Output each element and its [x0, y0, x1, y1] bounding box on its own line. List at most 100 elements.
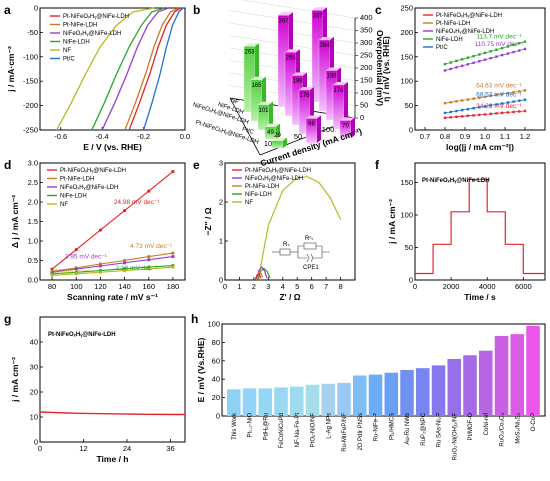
bar-value-label: 49	[267, 130, 274, 136]
legend-entry: NiFeOₓHᵧ@NiFe-LDH	[63, 31, 121, 37]
circuit-wire	[297, 245, 330, 259]
y-tick-label: 2	[219, 198, 223, 207]
panel-label-g: g	[4, 312, 11, 326]
y-tick-label: 0	[409, 126, 413, 135]
x-tick-label: 2000	[443, 282, 460, 291]
tafel-point	[449, 61, 452, 64]
series-line	[52, 256, 173, 273]
comparison-bar	[242, 388, 257, 416]
tafel-point	[455, 66, 458, 69]
data-point	[147, 255, 151, 259]
category-label: PdHₓ@Ru	[263, 413, 269, 440]
x-tick-label: 2	[252, 282, 256, 291]
tafel-point	[523, 98, 527, 101]
y-tick-label: -100	[23, 52, 38, 61]
x-tick-label: 7	[324, 282, 328, 291]
comparison-bar	[494, 335, 509, 416]
panel-e-chart: 0 1 2 3 4 5 6 7 8 0 1 2 3 Z' / Ω −Z'' / Ω Pt-NiFeOₓHᵧ@N…	[203, 159, 356, 302]
y-tick-label: 1.5	[28, 217, 38, 226]
series-line	[39, 411, 186, 416]
y-tick-label: 3	[219, 159, 223, 168]
bar-top	[278, 12, 293, 16]
tafel-point	[472, 114, 475, 117]
slope-label: 2.18 mV dec⁻¹	[116, 265, 159, 272]
category-label: Pt/C	[241, 127, 255, 137]
panel-label-d: d	[4, 158, 11, 172]
series-line	[91, 7, 165, 131]
bar-top	[319, 37, 334, 40]
series-line	[142, 7, 184, 131]
tafel-point	[523, 40, 527, 43]
comparison-bar	[274, 387, 288, 416]
data-point	[171, 251, 175, 255]
tafel-point	[495, 103, 498, 106]
data-point	[171, 255, 175, 259]
legend-entry: Pt-NiFe-LDH	[436, 21, 470, 27]
category-label: L-Ag NPs	[326, 413, 332, 439]
x-tick-label: 0	[223, 282, 227, 291]
y-tick-label: 80	[212, 338, 220, 347]
bar-value-label: 367	[312, 13, 323, 19]
x-tick-label: -0.6	[54, 132, 67, 141]
x-axis-label: Z' / Ω	[279, 292, 300, 302]
tafel-point	[500, 92, 504, 96]
tafel-point	[495, 112, 498, 115]
x-tick-label: 36	[166, 444, 174, 453]
category-label: Pt₁/HMCS	[389, 413, 395, 440]
tafel-point	[466, 98, 470, 101]
category-label: 2D PdIr PNSs	[358, 413, 364, 450]
legend-entry: NF	[60, 202, 68, 208]
tafel-point	[523, 109, 527, 113]
bar-value-label: 263	[244, 49, 255, 55]
data-point	[122, 258, 127, 263]
data-point	[122, 208, 127, 213]
x-axis-label: Scanning rate / mV s⁻¹	[67, 292, 158, 302]
legend-entry: NiFe-LDH	[60, 194, 87, 200]
y-tick-label: 100	[400, 77, 413, 86]
series-line	[101, 7, 169, 131]
x-tick-label: 120	[94, 282, 107, 291]
y-tick-label: 1.0	[28, 237, 38, 246]
bar-top	[306, 115, 321, 119]
panel-label-c: c	[375, 3, 382, 17]
tafel-point	[460, 99, 464, 102]
bar-value-label: 176	[299, 93, 310, 99]
tafel-point	[500, 111, 504, 115]
category-label: O-CoP	[531, 413, 537, 431]
tafel-point	[443, 101, 447, 105]
legend-entry: Pt-NiFe-LDH	[60, 177, 94, 183]
tafel-point	[500, 46, 504, 50]
tafel-point	[518, 90, 521, 93]
bar-top	[292, 72, 307, 76]
tafel-point	[472, 107, 475, 110]
grid-line	[241, 0, 356, 19]
tafel-point	[506, 52, 510, 55]
tafel-point	[443, 111, 447, 115]
y-tick-label: 0.5	[28, 256, 38, 265]
series-line	[254, 273, 262, 281]
y-tick-label: 60	[212, 356, 220, 365]
x-tick-label: 6000	[515, 282, 532, 291]
bar-top	[299, 87, 314, 90]
tafel-point	[466, 114, 470, 118]
tafel-point	[449, 116, 452, 119]
x-axis-label: Time / h	[97, 454, 129, 464]
tafel-point	[455, 59, 458, 63]
category-label: Ru-MnFeP/NF	[342, 413, 348, 452]
legend-entry: NiFeOₓHᵧ@NiFe-LDH	[436, 29, 494, 35]
tafel-point	[518, 42, 521, 45]
bar-value-label: 255	[285, 55, 296, 61]
legend-entry: Pt-NiFeOₓHᵧ@NiFe-LDH	[245, 168, 311, 174]
y-tick-label: 50	[405, 101, 413, 110]
tafel-point	[495, 48, 498, 51]
series-line	[124, 7, 180, 131]
bar-top	[258, 101, 273, 105]
data-point	[98, 264, 103, 268]
data-point	[74, 272, 78, 276]
z-tick-label: 200	[360, 63, 373, 72]
tafel-point	[466, 107, 470, 111]
circuit-label-rct: Rᶜₜ	[305, 236, 313, 242]
circuit-rs	[279, 248, 291, 256]
y-tick-label: 0	[34, 438, 38, 447]
